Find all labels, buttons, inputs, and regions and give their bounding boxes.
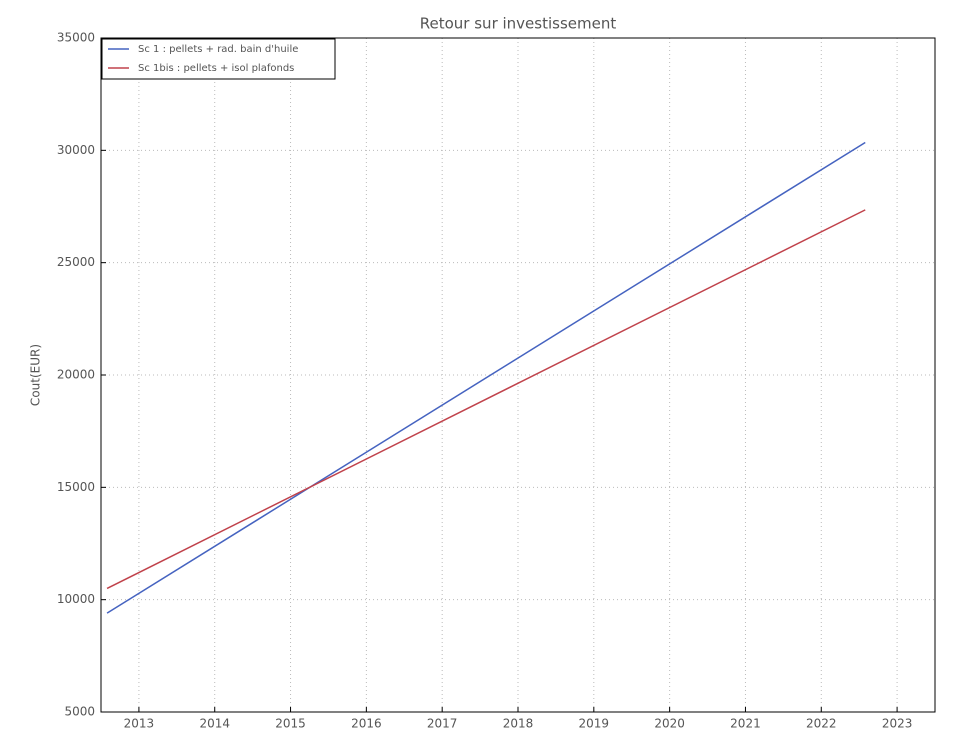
x-tick-label: 2016 (351, 717, 382, 731)
x-tick-label: 2020 (654, 717, 685, 731)
y-tick-label: 35000 (57, 31, 95, 45)
legend-box (101, 38, 336, 80)
data-line (106, 209, 866, 590)
x-tick-label: 2014 (199, 717, 230, 731)
y-tick-label: 10000 (57, 592, 95, 606)
y-tick-label: 15000 (57, 480, 95, 494)
x-tick-label: 2022 (806, 717, 837, 731)
legend-label: Sc 1 : pellets + rad. bain d'huile (138, 44, 298, 55)
y-tick-label: 25000 (57, 255, 95, 269)
x-tick-label: 2018 (503, 717, 534, 731)
y-tick-label: 30000 (57, 143, 95, 157)
x-tick-label: 2017 (427, 717, 458, 731)
plot-frame (100, 37, 936, 713)
x-tick-label: 2021 (730, 717, 761, 731)
y-axis-label: Cout(EUR) (29, 344, 43, 406)
x-tick-label: 2023 (882, 717, 913, 731)
y-tick-label: 5000 (64, 705, 95, 719)
x-tick-label: 2013 (124, 717, 155, 731)
data-line (106, 141, 866, 614)
x-tick-label: 2015 (275, 717, 306, 731)
x-tick-label: 2019 (579, 717, 610, 731)
legend-label: Sc 1bis : pellets + isol plafonds (138, 63, 294, 74)
y-tick-label: 20000 (57, 368, 95, 382)
chart-title: Retour sur investissement (420, 15, 617, 33)
